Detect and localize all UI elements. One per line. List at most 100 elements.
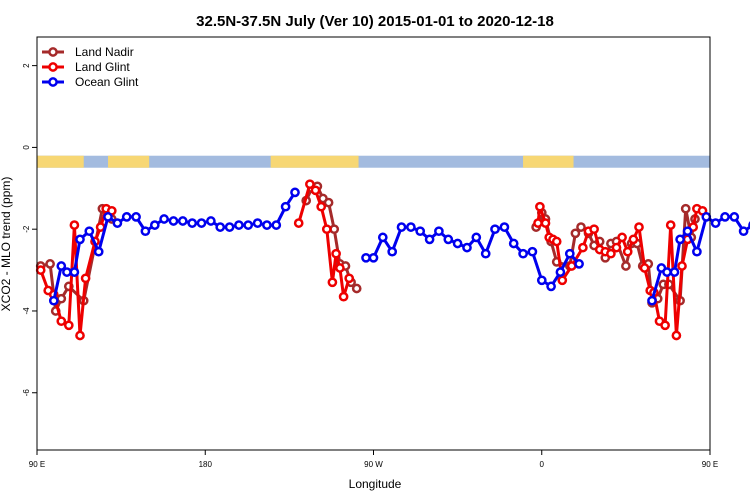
point-ocean-glint — [75, 234, 85, 245]
x-tick-label: 90 W — [364, 460, 383, 469]
point-land-glint — [80, 273, 91, 284]
point-land-nadir — [351, 283, 362, 294]
point-ocean-glint — [729, 212, 740, 222]
point-land-glint — [611, 242, 622, 253]
point-land-nadir — [45, 259, 55, 269]
point-ocean-glint — [692, 246, 702, 257]
point-ocean-glint — [290, 187, 300, 198]
point-ocean-glint — [215, 222, 226, 232]
point-ocean-glint — [669, 267, 680, 277]
point-ocean-glint — [252, 218, 263, 228]
point-ocean-glint — [434, 226, 444, 237]
point-ocean-glint — [84, 226, 95, 237]
legend-marker — [48, 62, 58, 72]
point-land-glint — [617, 232, 627, 243]
point-land-glint — [331, 248, 341, 259]
landmask-strip — [37, 155, 710, 168]
y-tick-label: -4 — [22, 307, 31, 315]
chart-title: 32.5N-37.5N July (Ver 10) 2015-01-01 to … — [196, 13, 554, 30]
y-tick-label: 2 — [22, 63, 31, 68]
point-ocean-glint — [536, 275, 547, 286]
point-land-nadir — [621, 261, 631, 271]
point-ocean-glint — [720, 212, 730, 222]
point-ocean-glint — [387, 246, 398, 257]
point-ocean-glint — [710, 218, 721, 228]
point-land-glint — [310, 185, 321, 196]
point-ocean-glint — [262, 220, 272, 230]
point-ocean-glint — [62, 267, 72, 277]
point-ocean-glint — [131, 212, 141, 222]
point-ocean-glint — [452, 238, 463, 249]
point-land-glint — [293, 218, 304, 228]
y-axis-title: XCO2 - MLO trend (ppm) — [0, 177, 13, 312]
point-ocean-glint — [103, 212, 113, 222]
land-band — [37, 155, 84, 168]
point-ocean-glint — [243, 220, 254, 230]
point-ocean-glint — [206, 216, 216, 226]
point-ocean-glint — [406, 222, 416, 232]
point-ocean-glint — [121, 212, 132, 222]
point-land-glint — [540, 218, 551, 228]
point-land-glint — [639, 263, 650, 273]
point-ocean-glint — [471, 232, 482, 243]
point-land-glint — [75, 330, 85, 341]
point-land-glint — [533, 218, 543, 228]
legend-marker — [48, 47, 58, 57]
point-ocean-glint — [93, 246, 104, 257]
point-land-glint — [69, 220, 80, 230]
point-ocean-glint — [462, 242, 472, 253]
legend-label: Land Glint — [75, 60, 130, 74]
point-land-nadir — [323, 197, 334, 208]
point-land-glint — [557, 275, 568, 286]
x-axis: 90 E 180 90 W 0 90 E — [29, 450, 718, 469]
point-land-glint — [338, 291, 349, 302]
point-land-glint — [35, 265, 46, 275]
data-series — [35, 179, 750, 341]
land-band — [270, 155, 359, 168]
legend-label: Land Nadir — [75, 45, 134, 59]
legend-item-land-glint: Land Glint — [42, 60, 130, 74]
y-tick-label: -6 — [22, 389, 31, 397]
point-ocean-glint — [361, 252, 371, 263]
point-land-glint — [589, 224, 599, 235]
point-land-glint — [578, 242, 588, 253]
point-land-glint — [344, 273, 355, 284]
land-band — [108, 155, 150, 168]
point-land-glint — [305, 179, 315, 190]
legend-marker — [48, 77, 58, 87]
point-ocean-glint — [662, 267, 672, 277]
point-ocean-glint — [647, 295, 657, 306]
point-land-nadir — [570, 228, 581, 239]
point-ocean-glint — [177, 216, 188, 226]
point-land-glint — [56, 316, 67, 327]
x-tick-label: 90 E — [29, 460, 45, 469]
y-axis: 2 0 -2 -4 -6 — [22, 63, 37, 396]
point-ocean-glint — [69, 267, 80, 277]
legend-label: Ocean Glint — [75, 75, 139, 89]
x-tick-label: 90 E — [702, 460, 718, 469]
point-land-nadir — [329, 224, 340, 235]
point-ocean-glint — [377, 232, 388, 243]
point-ocean-glint — [149, 220, 160, 230]
point-land-nadir — [680, 203, 691, 214]
x-tick-label: 0 — [540, 460, 545, 469]
point-ocean-glint — [271, 220, 282, 230]
land-band — [523, 155, 574, 168]
x-axis-title: Longitude — [349, 477, 402, 491]
point-ocean-glint — [424, 234, 435, 245]
point-ocean-glint — [140, 226, 151, 237]
point-ocean-glint — [48, 295, 59, 306]
point-ocean-glint — [396, 222, 407, 232]
point-land-glint — [566, 261, 577, 271]
point-land-glint — [327, 277, 338, 288]
legend-item-ocean-glint: Ocean Glint — [42, 75, 139, 89]
point-ocean-glint — [224, 222, 235, 232]
point-ocean-glint — [574, 259, 584, 269]
point-land-glint — [660, 320, 670, 331]
point-ocean-glint — [682, 226, 693, 237]
point-ocean-glint — [555, 267, 566, 277]
point-land-glint — [634, 222, 644, 232]
point-ocean-glint — [234, 220, 244, 230]
